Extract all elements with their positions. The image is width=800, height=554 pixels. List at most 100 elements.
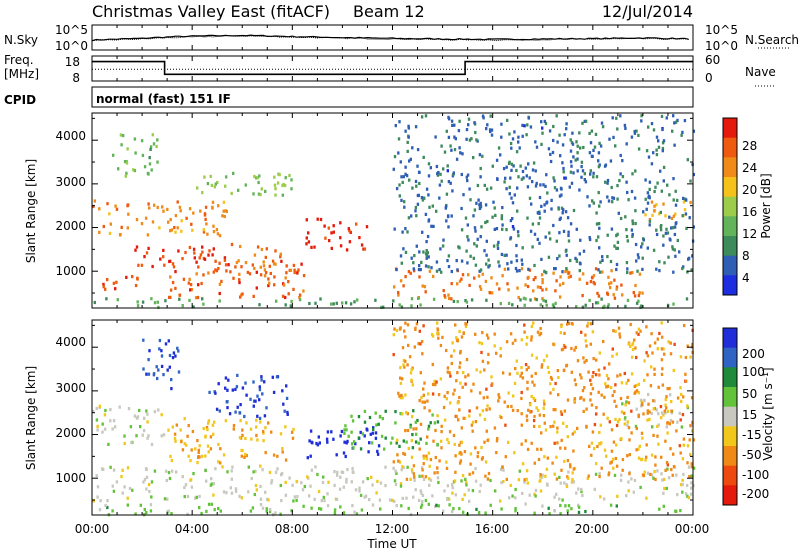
heat-cell bbox=[542, 406, 545, 410]
heat-cell bbox=[181, 304, 184, 308]
heat-cell bbox=[479, 268, 483, 272]
heat-cell bbox=[196, 439, 199, 443]
heat-cell bbox=[208, 390, 211, 394]
heat-cell bbox=[316, 472, 319, 477]
heat-cell bbox=[501, 274, 504, 278]
heat-cell bbox=[400, 261, 403, 265]
heat-cell bbox=[610, 269, 613, 273]
heat-cell bbox=[514, 496, 517, 500]
heat-cell bbox=[519, 298, 522, 302]
heat-cell bbox=[662, 347, 665, 351]
heat-cell bbox=[581, 169, 585, 173]
heat-cell bbox=[285, 396, 289, 400]
heat-cell bbox=[662, 504, 665, 508]
heat-cell bbox=[540, 204, 543, 208]
heat-cell bbox=[359, 430, 362, 434]
heat-cell bbox=[449, 181, 452, 185]
heat-cell bbox=[142, 480, 145, 484]
heat-cell bbox=[174, 214, 178, 218]
heat-cell bbox=[440, 424, 443, 428]
heat-cell bbox=[663, 261, 666, 265]
heat-cell bbox=[575, 305, 578, 309]
heat-cell bbox=[527, 408, 530, 412]
heat-cell bbox=[501, 371, 505, 375]
heat-cell bbox=[297, 268, 300, 272]
heat-cell bbox=[625, 381, 628, 385]
heat-cell bbox=[172, 265, 176, 269]
heat-cell bbox=[223, 258, 227, 262]
heat-cell bbox=[270, 479, 274, 483]
heat-cell bbox=[690, 481, 693, 485]
heat-cell bbox=[448, 503, 451, 507]
heat-cell bbox=[282, 283, 286, 287]
heat-cell bbox=[678, 250, 681, 254]
heat-cell bbox=[682, 395, 685, 399]
heat-cell bbox=[98, 230, 101, 234]
heat-cell bbox=[578, 269, 581, 273]
heat-cell bbox=[508, 132, 511, 136]
heat-cell bbox=[456, 268, 459, 272]
heat-cell bbox=[296, 495, 299, 499]
heat-cell bbox=[651, 425, 654, 429]
heat-cell bbox=[444, 295, 447, 299]
heat-cell bbox=[399, 376, 402, 380]
heat-cell bbox=[104, 408, 107, 413]
heat-cell bbox=[689, 355, 692, 359]
heat-cell bbox=[114, 287, 117, 291]
heat-cell bbox=[533, 297, 537, 301]
heat-cell bbox=[469, 198, 472, 202]
heat-cell bbox=[513, 130, 516, 134]
heat-cell bbox=[476, 455, 479, 459]
heat-cell bbox=[403, 452, 407, 456]
heat-cell bbox=[160, 413, 163, 417]
heat-cell bbox=[637, 299, 640, 303]
heat-cell bbox=[374, 436, 378, 440]
heat-cell bbox=[676, 198, 679, 202]
colorbar-swatch bbox=[723, 157, 737, 178]
heat-cell bbox=[641, 291, 644, 295]
heat-cell bbox=[681, 266, 684, 271]
heat-cell bbox=[202, 426, 205, 431]
heat-cell bbox=[323, 499, 326, 503]
heat-cell bbox=[617, 211, 620, 215]
heat-cell bbox=[561, 211, 564, 215]
heat-cell bbox=[287, 280, 290, 284]
heat-cell bbox=[650, 162, 654, 166]
heat-cell bbox=[352, 470, 355, 475]
heat-cell bbox=[625, 180, 628, 184]
freq-left-tick-bottom: 8 bbox=[72, 71, 80, 85]
heat-cell bbox=[201, 191, 204, 195]
heat-cell bbox=[635, 301, 639, 305]
heat-cell bbox=[440, 430, 443, 434]
heat-cell bbox=[690, 474, 693, 478]
heat-cell bbox=[350, 430, 353, 434]
heat-cell bbox=[623, 123, 627, 127]
heat-cell bbox=[517, 140, 520, 144]
heat-cell bbox=[406, 149, 409, 153]
heat-cell bbox=[570, 507, 573, 511]
heat-cell bbox=[558, 497, 561, 501]
heat-cell bbox=[404, 393, 407, 397]
heat-cell bbox=[436, 331, 439, 335]
heat-cell bbox=[179, 209, 182, 213]
heat-cell bbox=[526, 123, 529, 127]
heat-cell bbox=[402, 175, 405, 179]
heat-cell bbox=[410, 468, 414, 472]
heat-cell bbox=[538, 333, 541, 337]
heat-cell bbox=[655, 408, 658, 412]
heat-cell bbox=[292, 499, 295, 503]
heat-cell bbox=[145, 511, 148, 515]
heat-cell bbox=[268, 470, 272, 474]
heat-cell bbox=[655, 153, 659, 157]
heat-cell bbox=[584, 303, 587, 307]
heat-cell bbox=[267, 284, 270, 288]
heat-cell bbox=[606, 233, 609, 237]
heat-cell bbox=[379, 507, 382, 511]
heat-cell bbox=[435, 269, 439, 273]
heat-cell bbox=[174, 439, 177, 443]
heat-cell bbox=[224, 419, 228, 423]
heat-cell bbox=[620, 473, 623, 477]
heat-cell bbox=[353, 300, 356, 304]
heat-cell bbox=[438, 183, 442, 187]
heat-cell bbox=[569, 274, 572, 278]
